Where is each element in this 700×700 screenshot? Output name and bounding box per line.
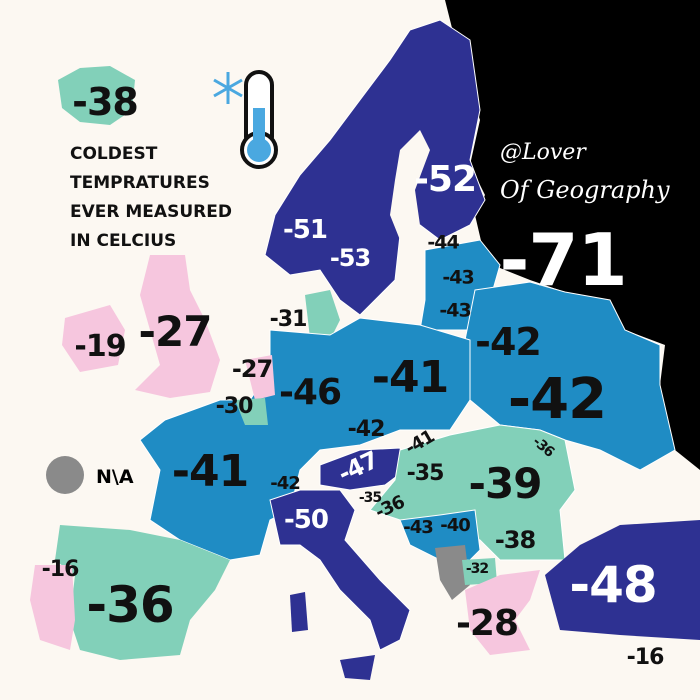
na-legend-swatch — [46, 456, 84, 494]
value-label: -41 — [171, 446, 249, 497]
region-na-balkans — [435, 545, 470, 600]
value-label: -42 — [475, 320, 542, 364]
region-sicily — [340, 655, 375, 680]
region-ireland — [62, 305, 125, 372]
region-denmark — [305, 290, 340, 340]
value-label: -48 — [569, 556, 657, 614]
value-label: -38 — [72, 80, 139, 124]
title-line: EVER MEASURED — [70, 202, 232, 222]
value-label: -46 — [278, 372, 342, 413]
watermark-line: Of Geography — [500, 176, 670, 204]
value-label: -16 — [41, 557, 80, 582]
value-label: -38 — [494, 526, 536, 554]
gulf-of-bothnia — [390, 130, 430, 240]
region-scandinavia — [264, 19, 486, 316]
na-legend-label: N\A — [96, 466, 134, 488]
value-label: -35 — [406, 461, 445, 486]
region-iceland — [58, 66, 135, 125]
value-label: -40 — [440, 515, 471, 536]
value-label: -19 — [74, 329, 126, 364]
region-portugal — [30, 565, 75, 650]
value-label: -39 — [468, 459, 543, 508]
value-label: -36 — [86, 576, 174, 634]
value-label: -16 — [626, 645, 665, 670]
region-greece — [465, 570, 540, 655]
region-black — [445, 0, 700, 470]
value-label: -43 — [439, 299, 471, 322]
title-line: COLDEST — [70, 144, 158, 164]
value-label: -42 — [270, 473, 301, 494]
region-italy — [269, 489, 411, 651]
value-label: -42 — [347, 417, 386, 442]
value-label: -43 — [442, 266, 474, 289]
value-label: -71 — [499, 218, 627, 302]
value-label: -52 — [413, 159, 477, 200]
region-benelux — [245, 355, 275, 400]
value-label: -31 — [269, 307, 308, 332]
watermark-line: @Lover — [500, 140, 586, 165]
value-label: -53 — [329, 244, 371, 272]
snowflake-icon — [213, 72, 243, 104]
region-spain — [55, 525, 230, 660]
value-label: -51 — [283, 215, 328, 245]
region-east — [464, 281, 676, 471]
value-label: -44 — [427, 231, 459, 254]
value-label: -41 — [371, 352, 449, 403]
value-label: -30 — [215, 394, 254, 419]
map-title: COLDEST TEMPRATURES EVER MEASURED IN CEL… — [70, 140, 232, 256]
thermometer-icon — [240, 70, 278, 169]
value-label: -28 — [455, 603, 519, 644]
region-turkey — [545, 520, 700, 640]
value-label: -42 — [507, 367, 607, 432]
value-label: -43 — [403, 517, 434, 538]
value-label: -32 — [465, 561, 489, 577]
region-sardinia — [290, 592, 308, 632]
value-label: -50 — [284, 505, 329, 535]
region-uk — [135, 255, 220, 398]
title-line: IN CELCIUS — [70, 231, 177, 251]
value-label: -27 — [138, 307, 213, 356]
region-belgium — [235, 398, 268, 425]
value-label: -27 — [231, 355, 273, 383]
title-line: TEMPRATURES — [70, 173, 210, 193]
value-label: -35 — [358, 490, 382, 506]
region-macedonia — [462, 558, 497, 585]
